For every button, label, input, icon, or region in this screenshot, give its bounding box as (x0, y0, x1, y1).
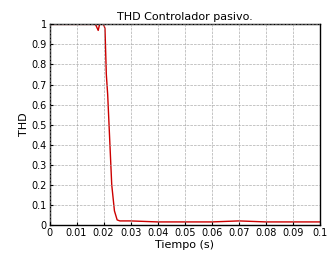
Title: THD Controlador pasivo.: THD Controlador pasivo. (117, 12, 253, 22)
X-axis label: Tiempo (s): Tiempo (s) (155, 240, 214, 250)
Y-axis label: THD: THD (18, 113, 29, 137)
